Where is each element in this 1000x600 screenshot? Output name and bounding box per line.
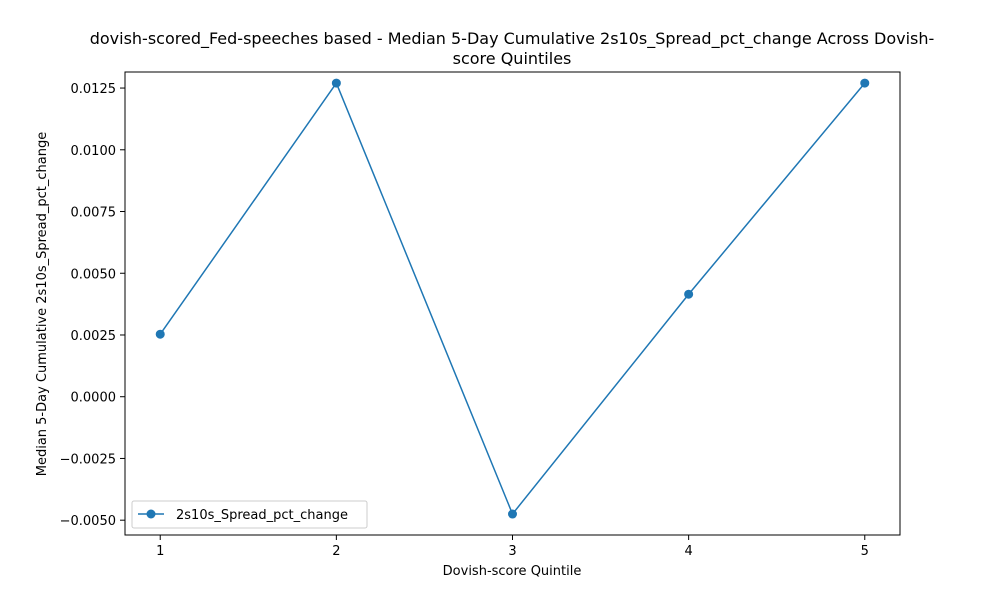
plot-series — [155, 78, 870, 519]
x-tick-label: 1 — [156, 544, 164, 559]
y-axis-label: Median 5-Day Cumulative 2s10s_Spread_pct… — [35, 132, 50, 477]
data-point — [684, 289, 694, 299]
x-tick-label: 3 — [508, 544, 516, 559]
data-point — [155, 329, 165, 339]
plot-area-frame — [124, 71, 901, 536]
data-point — [508, 509, 517, 519]
legend-frame — [131, 500, 368, 529]
y-tick-label: 0.0075 — [71, 206, 117, 221]
x-axis-label: Dovish-score Quintile — [443, 564, 582, 579]
chart-title-line-1: dovish-scored_Fed-speeches based - Media… — [90, 29, 935, 49]
data-point — [860, 78, 870, 88]
axis-ticks: 1 2 3 4 5 −0.0050 −0.0025 0.0000 0.0025 0.0050 0.0… — [60, 82, 869, 559]
legend-label: 2s10s_Spread_pct_change — [176, 508, 348, 523]
y-tick-label: −0.0025 — [60, 452, 116, 467]
chart-title-line-2: score Quintiles — [453, 49, 572, 68]
y-tick-label: 0.0000 — [71, 391, 117, 406]
y-tick-label: 0.0050 — [71, 267, 117, 282]
series-line — [159, 81, 866, 516]
y-tick-label: 0.0025 — [71, 329, 117, 344]
data-point — [331, 78, 341, 88]
legend-marker-sample — [146, 509, 156, 519]
legend: 2s10s_Spread_pct_change — [131, 500, 368, 529]
y-tick-label: 0.0100 — [71, 144, 117, 159]
x-tick-label: 4 — [684, 544, 692, 559]
x-tick-label: 5 — [861, 544, 869, 559]
y-tick-label: 0.0125 — [71, 82, 117, 97]
y-tick-label: −0.0050 — [60, 514, 116, 529]
x-tick-label: 2 — [332, 544, 340, 559]
